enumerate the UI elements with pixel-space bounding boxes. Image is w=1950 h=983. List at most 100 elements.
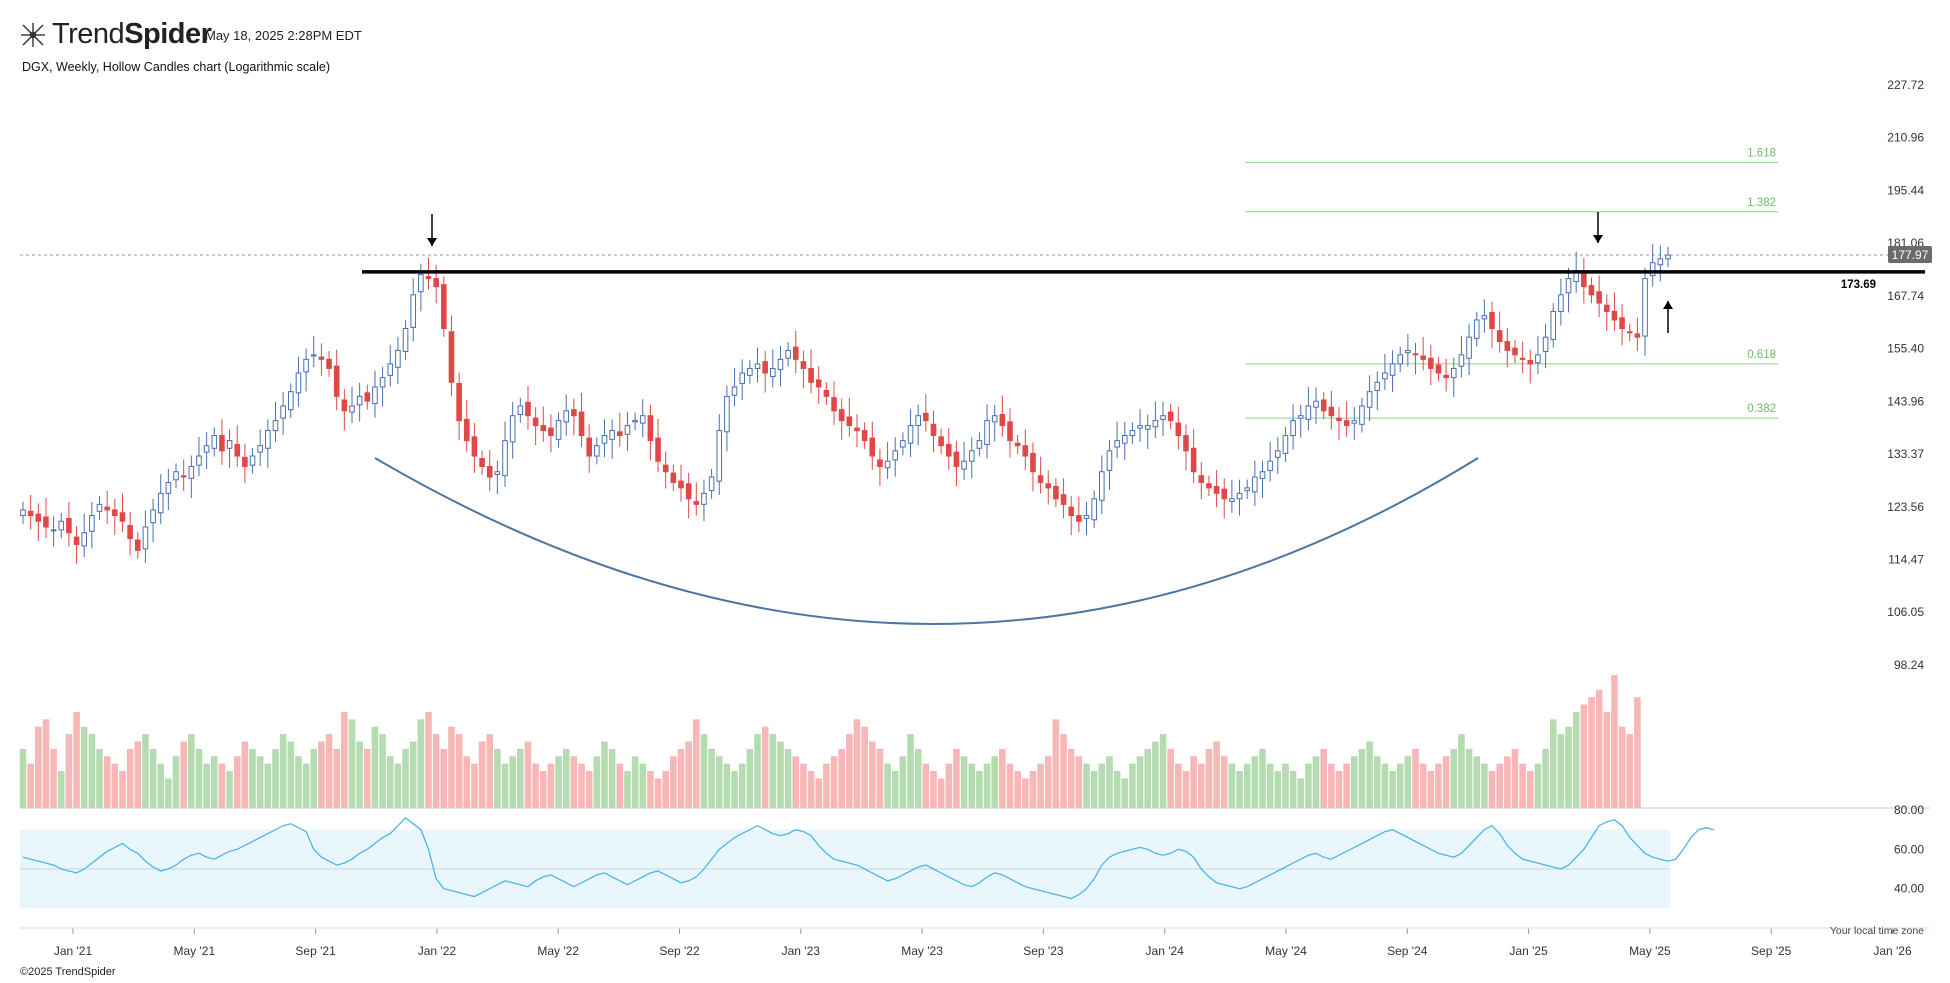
volume-bar	[348, 719, 356, 808]
candle-body	[594, 445, 600, 457]
volume-bar	[1236, 771, 1243, 808]
volume-bar	[1060, 734, 1067, 808]
volume-bar	[1121, 778, 1129, 808]
candle-body	[517, 405, 524, 415]
volume-bar	[103, 756, 111, 808]
candle-body	[655, 437, 661, 462]
volume-bar	[287, 741, 295, 808]
fib-level-label: 1.618	[1747, 148, 1776, 160]
candle-body	[1144, 425, 1151, 430]
rsi-line	[22, 817, 1715, 900]
volume-bar	[547, 763, 555, 808]
volume-bar	[1572, 711, 1580, 808]
candle-body	[81, 532, 88, 547]
x-tick-label: Sep '21	[295, 944, 336, 958]
volume-bar	[1442, 756, 1450, 808]
candle-body	[1313, 400, 1319, 408]
candle-body	[632, 420, 638, 423]
volume-bar	[1366, 741, 1373, 808]
volume-bar	[463, 756, 471, 808]
volume-bar	[1565, 726, 1572, 808]
candle-body	[418, 274, 424, 293]
volume-bar	[440, 748, 448, 808]
candle-body	[1083, 515, 1090, 519]
candle-body	[1343, 420, 1350, 427]
volume-bar	[578, 763, 585, 808]
candle-body	[877, 459, 883, 467]
candle-body	[953, 451, 960, 467]
candle-body	[1512, 347, 1518, 356]
volume-bar	[432, 734, 440, 808]
volume-bar	[1396, 763, 1404, 808]
candle-body	[976, 440, 983, 449]
candle-body	[89, 515, 95, 532]
volume-bar	[1067, 748, 1075, 808]
candle-body	[310, 354, 317, 357]
volume-bar	[1320, 748, 1327, 808]
volume-bar	[1305, 763, 1312, 808]
volume-bar	[1129, 763, 1136, 808]
logo-text-trend: Trend	[52, 18, 125, 50]
candle-body	[1106, 450, 1113, 471]
volume-bar	[1037, 763, 1044, 808]
candle-body	[1290, 420, 1296, 437]
volume-bar	[700, 734, 708, 808]
volume-bar	[693, 719, 700, 808]
rsi-y-tick-label: 80.00	[1894, 803, 1924, 817]
candle-body	[701, 492, 707, 505]
volume-bar	[96, 748, 103, 808]
candle-body	[341, 399, 348, 412]
arrow-down-2021-head	[427, 238, 437, 246]
volume-bar	[425, 711, 432, 808]
candle-body	[854, 427, 860, 432]
candle-body	[540, 425, 547, 432]
candle-body	[670, 472, 677, 483]
volume-bar	[1022, 778, 1029, 808]
volume-bar	[624, 771, 631, 808]
volume-bar	[708, 748, 715, 808]
volume-bar	[1251, 756, 1259, 808]
candle-body	[1405, 349, 1411, 354]
candle-body	[1328, 406, 1335, 417]
candle-body	[43, 516, 49, 528]
volume-bar	[616, 763, 624, 808]
candle-body	[1665, 254, 1671, 260]
volume-bar	[471, 763, 478, 808]
candle-body	[104, 506, 110, 511]
volume-bar	[991, 756, 998, 808]
rsi-y-tick-label: 60.00	[1894, 842, 1924, 856]
volume-bar	[723, 763, 731, 808]
candle-body	[724, 395, 730, 433]
volume-bar	[142, 734, 149, 808]
candle-body	[219, 435, 225, 452]
volume-bar	[960, 756, 968, 808]
volume-bar	[509, 756, 516, 808]
candle-body	[364, 392, 371, 402]
volume-bar	[1504, 756, 1511, 808]
volume-bar	[88, 734, 96, 808]
volume-bar	[80, 726, 88, 808]
timestamp: May 18, 2025 2:28PM EDT	[205, 28, 362, 43]
volume-bar	[539, 771, 547, 808]
volume-bar	[593, 756, 601, 808]
volume-bar	[914, 748, 922, 808]
volume-bar	[157, 763, 165, 808]
candle-body	[838, 409, 845, 422]
candle-body	[1037, 475, 1044, 483]
candle-body	[119, 512, 126, 522]
volume-bar	[899, 756, 907, 808]
candle-body	[425, 276, 432, 280]
candle-body	[1397, 354, 1404, 365]
volume-bar	[494, 748, 501, 808]
trendspider-logo: TrendSpider	[20, 18, 212, 51]
candle-body	[563, 410, 570, 423]
candle-body	[471, 436, 478, 457]
volume-bar	[1175, 763, 1182, 808]
candle-body	[532, 417, 539, 427]
volume-bar	[1603, 711, 1611, 808]
volume-bar	[853, 719, 861, 808]
y-tick-label: 143.96	[1887, 394, 1924, 408]
volume-bar	[1274, 771, 1282, 808]
candle-body	[525, 401, 531, 417]
